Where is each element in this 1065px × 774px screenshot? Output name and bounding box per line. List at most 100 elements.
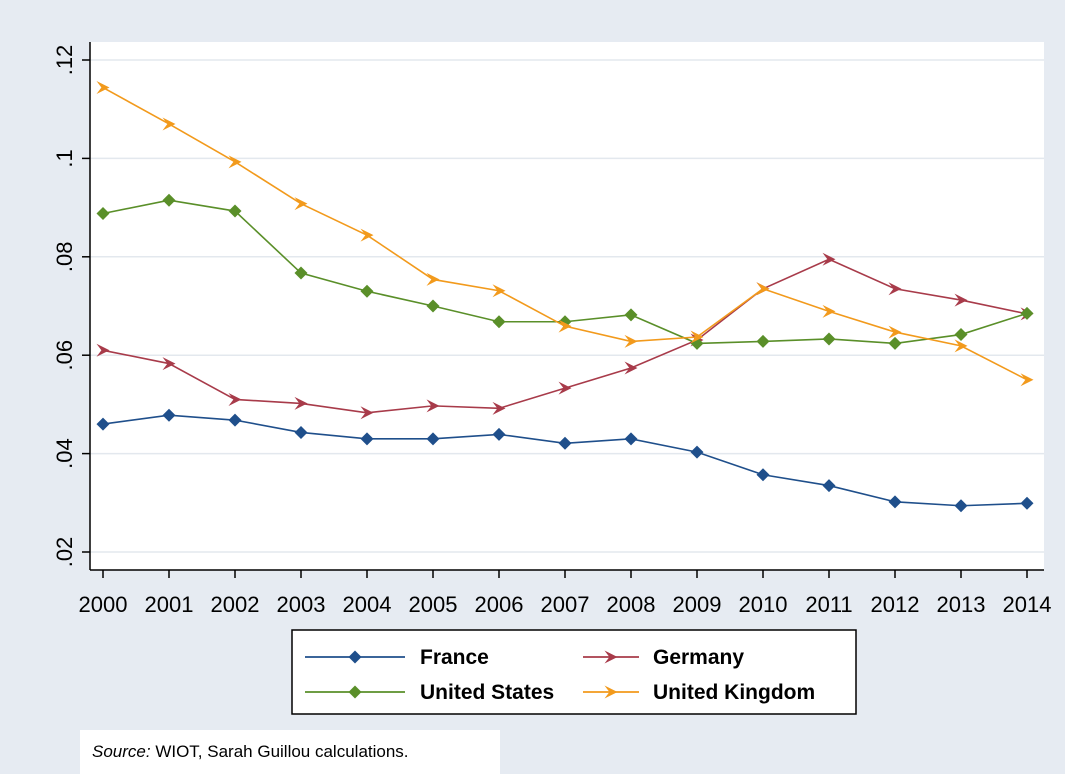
data-point-germany — [294, 396, 308, 410]
legend-item-united-states: United States — [305, 681, 554, 704]
x-tick-label: 2014 — [1003, 592, 1052, 617]
plot-area — [90, 42, 1044, 570]
y-tick-label: .06 — [52, 340, 77, 371]
data-point-germany — [954, 293, 968, 307]
data-point-united-kingdom — [492, 284, 506, 298]
data-point-france — [162, 408, 176, 422]
data-point-germany — [96, 343, 110, 357]
x-tick-label: 2010 — [739, 592, 788, 617]
data-point-united-states — [162, 193, 176, 207]
source-text: WIOT, Sarah Guillou calculations. — [150, 742, 409, 761]
data-point-france — [690, 445, 704, 459]
x-tick-label: 2004 — [343, 592, 392, 617]
legend-item-united-kingdom: United Kingdom — [583, 681, 815, 704]
x-tick-label: 2013 — [937, 592, 986, 617]
data-point-germany — [162, 357, 176, 371]
legend-item-france: France — [305, 646, 489, 669]
data-point-united-states — [96, 207, 110, 221]
data-point-germany — [624, 361, 638, 375]
data-point-united-kingdom — [162, 117, 176, 131]
data-point-united-states — [888, 336, 902, 350]
data-point-france — [294, 425, 308, 439]
data-point-united-kingdom — [360, 228, 374, 242]
x-tick-label: 2009 — [673, 592, 722, 617]
x-tick-label: 2008 — [607, 592, 656, 617]
x-tick-label: 2003 — [277, 592, 326, 617]
legend-marker — [348, 650, 362, 664]
series-france — [96, 408, 1034, 513]
x-axis-ticks: 2000 2001 2002 2003 2004 2005 2006 2007 2008 2009… — [79, 570, 1052, 617]
data-point-united-states — [360, 284, 374, 298]
x-tick-label: 2000 — [79, 592, 128, 617]
x-tick-label: 2001 — [145, 592, 194, 617]
data-point-united-states — [822, 332, 836, 346]
legend-label: United Kingdom — [653, 681, 815, 704]
data-point-france — [492, 427, 506, 441]
data-point-united-kingdom — [888, 325, 902, 339]
legend: France Germany United States United Kingdom — [291, 629, 857, 715]
data-point-united-states — [1020, 306, 1034, 320]
data-point-germany — [888, 282, 902, 296]
data-point-france — [822, 479, 836, 493]
data-point-united-kingdom — [822, 304, 836, 318]
data-point-united-kingdom — [954, 339, 968, 353]
data-point-united-states — [294, 266, 308, 280]
data-point-france — [1020, 496, 1034, 510]
data-point-france — [888, 495, 902, 509]
data-point-united-states — [756, 334, 770, 348]
data-point-united-kingdom — [558, 319, 572, 333]
y-tick-label: .08 — [52, 242, 77, 273]
data-point-france — [624, 432, 638, 446]
legend-item-germany: Germany — [583, 646, 744, 669]
data-point-france — [96, 417, 110, 431]
data-point-united-kingdom — [756, 282, 770, 296]
data-point-united-kingdom — [96, 81, 110, 95]
data-point-united-states — [624, 308, 638, 322]
source-lead: Source: — [92, 742, 151, 761]
legend-label: United States — [420, 681, 554, 704]
x-tick-label: 2005 — [409, 592, 458, 617]
legend-label: Germany — [653, 646, 744, 669]
legend-marker — [604, 650, 618, 664]
source-note: Source: WIOT, Sarah Guillou calculations… — [92, 742, 409, 762]
data-point-united-states — [492, 315, 506, 329]
data-point-france — [426, 432, 440, 446]
data-point-germany — [492, 401, 506, 415]
y-tick-label: .1 — [52, 149, 77, 167]
y-tick-label: .12 — [52, 45, 77, 76]
data-point-france — [360, 432, 374, 446]
data-point-france — [954, 499, 968, 513]
data-point-united-kingdom — [624, 334, 638, 348]
legend-marker — [348, 685, 362, 699]
data-point-united-kingdom — [1020, 373, 1034, 387]
data-point-united-kingdom — [228, 155, 242, 169]
source-note-box — [80, 730, 500, 774]
data-point-united-kingdom — [426, 272, 440, 286]
series-lines — [96, 81, 1034, 513]
y-tick-label: .04 — [52, 438, 77, 469]
x-tick-label: 2012 — [871, 592, 920, 617]
x-tick-label: 2006 — [475, 592, 524, 617]
data-point-france — [756, 468, 770, 482]
data-point-united-states — [426, 299, 440, 313]
y-axis-ticks: .02 .04 .06 .08 .1 .12 — [52, 45, 90, 568]
data-point-germany — [360, 406, 374, 420]
data-point-germany — [558, 381, 572, 395]
data-point-united-kingdom — [294, 197, 308, 211]
x-tick-label: 2007 — [541, 592, 590, 617]
legend-box — [291, 629, 857, 715]
x-tick-label: 2011 — [805, 592, 852, 617]
x-tick-label: 2002 — [211, 592, 260, 617]
data-point-france — [558, 436, 572, 450]
data-point-germany — [426, 399, 440, 413]
data-point-france — [228, 413, 242, 427]
legend-label: France — [420, 646, 489, 669]
series-united-kingdom — [96, 81, 1034, 387]
data-point-germany — [228, 392, 242, 406]
data-point-united-states — [228, 204, 242, 218]
y-tick-label: .02 — [52, 537, 77, 568]
data-point-united-states — [954, 328, 968, 342]
data-point-germany — [822, 252, 836, 266]
gridlines — [90, 59, 1044, 553]
